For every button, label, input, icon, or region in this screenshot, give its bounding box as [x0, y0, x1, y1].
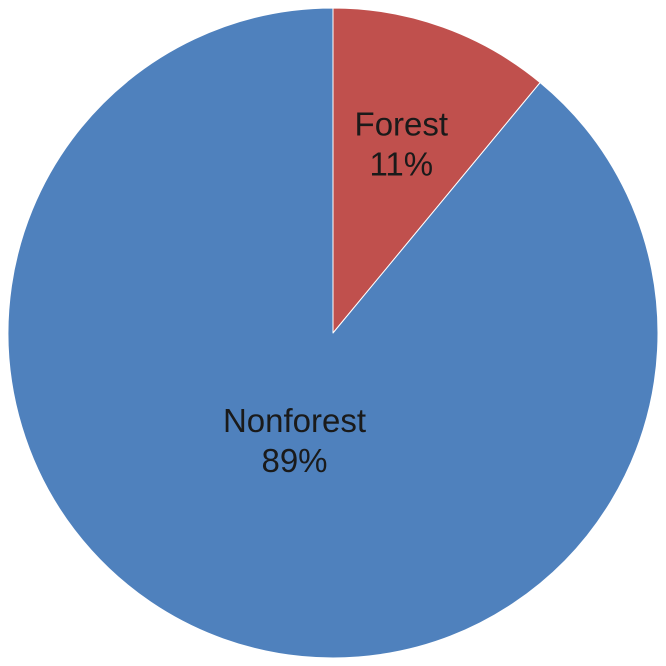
slice-value-label-forest: 11%: [369, 145, 433, 182]
slice-label-forest: Forest: [355, 105, 449, 142]
pie-slice-nonforest: [7, 7, 659, 659]
pie-slices: [7, 7, 659, 659]
pie-slice-forest: [332, 7, 541, 334]
slice-label-nonforest: Nonforest: [223, 402, 366, 439]
slice-value-label-nonforest: 89%: [261, 442, 327, 479]
